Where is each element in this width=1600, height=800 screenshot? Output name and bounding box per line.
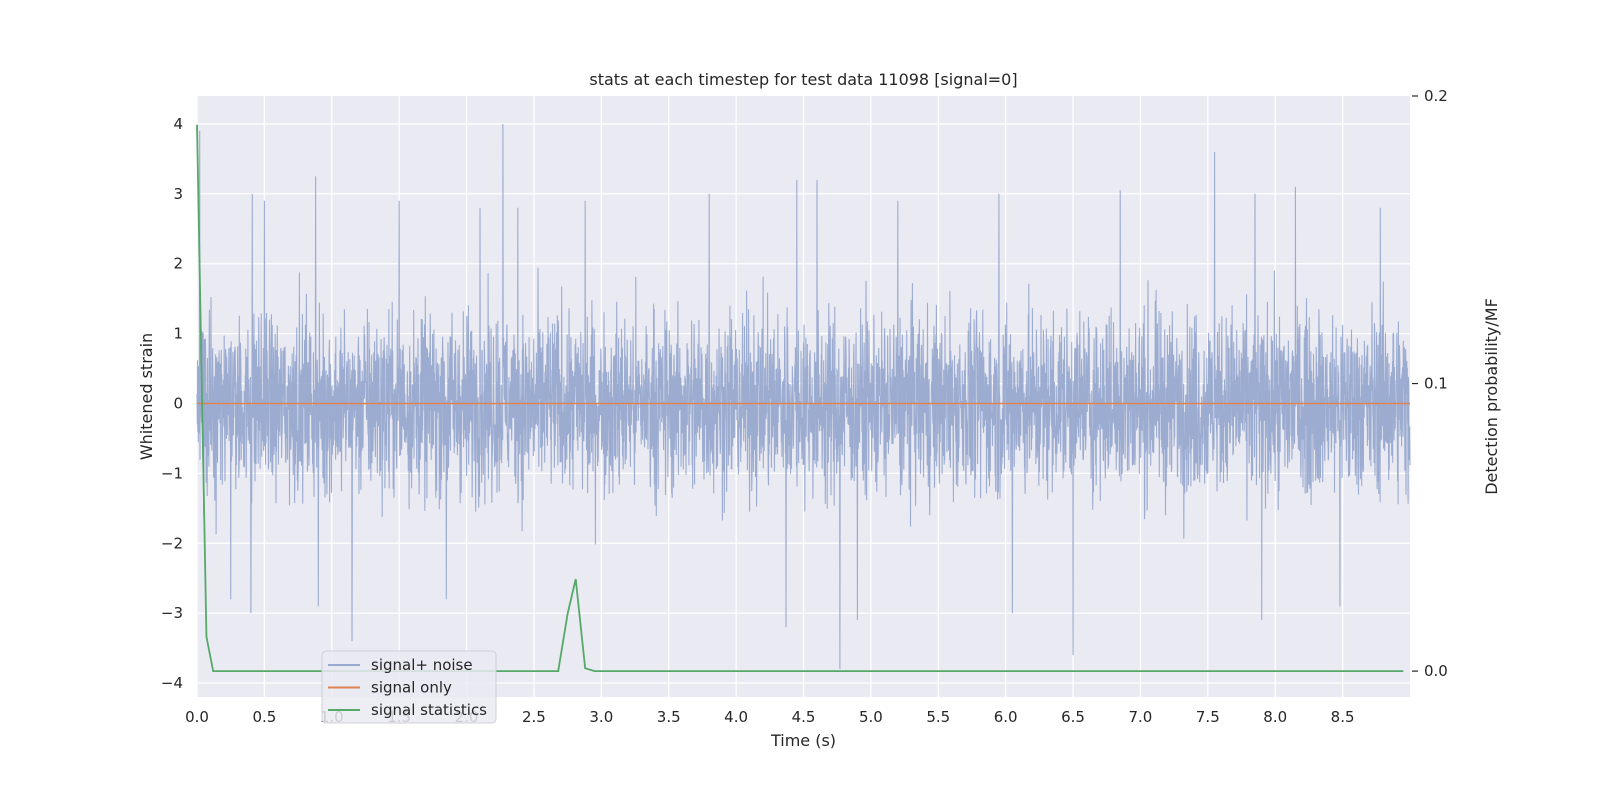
y-tick-label: 3 <box>173 185 183 203</box>
line-series <box>196 124 1410 673</box>
x-tick-label: 3.0 <box>589 708 613 726</box>
y-tick-label: −1 <box>161 464 183 482</box>
x-tick-label: 4.5 <box>792 708 816 726</box>
signal-noise-series <box>196 123 1411 670</box>
x-tick-label: 5.5 <box>926 708 950 726</box>
y-tick-label: 4 <box>173 115 183 133</box>
y-axis-label: Whitened strain <box>137 333 156 460</box>
x-tick-label: 6.0 <box>994 708 1018 726</box>
series-line-signal-noise <box>196 123 1411 670</box>
x-tick-label: 6.5 <box>1061 708 1085 726</box>
y2-tick-label: 0.1 <box>1424 375 1448 393</box>
legend: signal+ noise signal only signal statist… <box>321 650 497 724</box>
x-tick-label: 5.0 <box>859 708 883 726</box>
x-tick-label: 4.0 <box>724 708 748 726</box>
y-tick-label: 2 <box>173 255 183 273</box>
x-tick-label: 8.0 <box>1263 708 1287 726</box>
y2-tick-label: 0.2 <box>1424 87 1448 105</box>
x-tick-label: 7.5 <box>1196 708 1220 726</box>
y2-tick-label: 0.0 <box>1424 662 1448 680</box>
y-tick-label: 0 <box>173 394 183 412</box>
legend-box <box>321 650 497 724</box>
x-tick-label: 0.0 <box>185 708 209 726</box>
y-tick-label: −2 <box>161 534 183 552</box>
x-tick-label: 2.5 <box>522 708 546 726</box>
chart-title: stats at each timestep for test data 110… <box>589 70 1017 89</box>
legend-entry-signal-noise: signal+ noise <box>371 656 473 674</box>
x-tick-label: 7.0 <box>1129 708 1153 726</box>
series-line-signal-statistics <box>196 124 1404 673</box>
y-tick-label: −4 <box>161 674 183 692</box>
x-tick-label: 0.5 <box>252 708 276 726</box>
y2-axis-label: Detection probability/MF <box>1482 298 1501 495</box>
x-axis-label: Time (s) <box>770 731 836 750</box>
legend-entry-signal-statistics: signal statistics <box>371 701 487 719</box>
y-tick-label: 1 <box>173 325 183 343</box>
legend-entry-signal-only: signal only <box>371 679 452 697</box>
x-tick-label: 3.5 <box>657 708 681 726</box>
y-tick-label: −3 <box>161 604 183 622</box>
x-tick-label: 8.5 <box>1331 708 1355 726</box>
